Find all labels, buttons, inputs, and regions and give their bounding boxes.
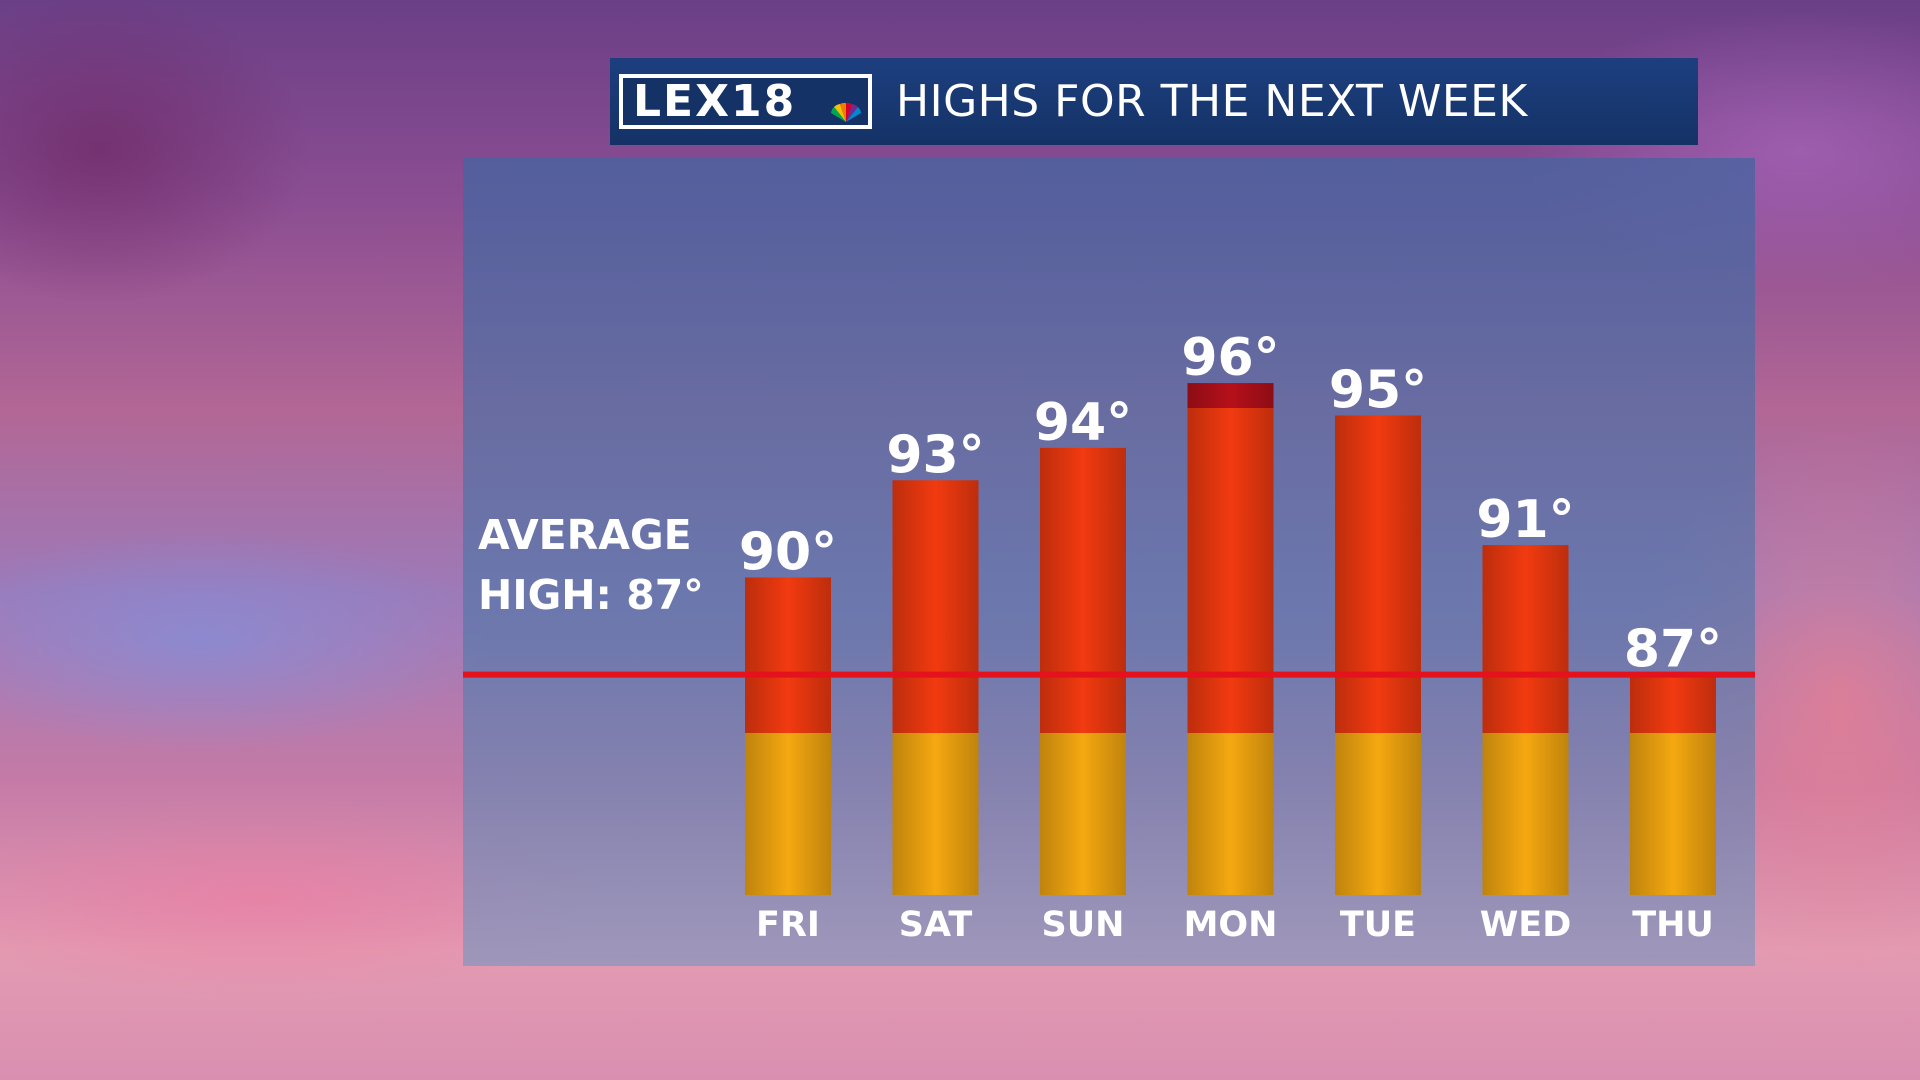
value-label: 96°: [1181, 328, 1279, 388]
value-label: 94°: [1034, 393, 1132, 453]
bar-sat: [892, 480, 979, 895]
logo-text: LEX18: [633, 75, 797, 127]
category-label: THU: [1632, 905, 1714, 945]
title-banner: LEX18 HIGHS FOR THE NEXT WEEK: [610, 58, 1698, 145]
peacock-icon: [831, 102, 861, 122]
bar-fri: [745, 577, 831, 895]
category-label: MON: [1184, 905, 1278, 945]
average-high-label: AVERAGE HIGH: 87°: [478, 511, 704, 619]
lex18-logo: LEX18: [619, 74, 872, 129]
category-label: FRI: [756, 905, 820, 945]
value-label: 90°: [739, 522, 837, 582]
value-label: 87°: [1624, 620, 1722, 680]
category-label: WED: [1480, 905, 1572, 945]
banner-title: HIGHS FOR THE NEXT WEEK: [896, 76, 1528, 127]
category-label: SUN: [1042, 905, 1125, 945]
value-label: 93°: [886, 425, 984, 485]
bar-wed: [1482, 545, 1569, 895]
category-label: SAT: [899, 905, 973, 945]
value-label: 91°: [1476, 490, 1574, 550]
bar-mon: [1187, 383, 1274, 895]
bar-thu: [1630, 674, 1716, 895]
bar-sun: [1040, 447, 1126, 895]
value-label: 95°: [1329, 360, 1427, 420]
category-label: TUE: [1340, 905, 1416, 945]
bar-tue: [1335, 415, 1421, 895]
